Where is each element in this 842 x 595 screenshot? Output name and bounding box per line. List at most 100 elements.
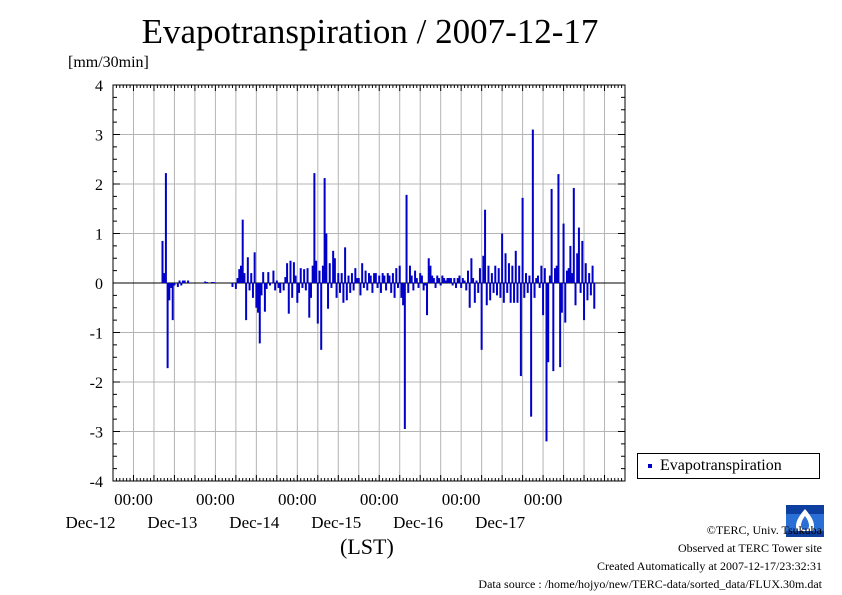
et-bar bbox=[251, 283, 254, 298]
et-bar bbox=[564, 283, 567, 323]
et-bar bbox=[482, 255, 485, 283]
et-bar bbox=[390, 283, 393, 293]
et-bar bbox=[581, 240, 584, 283]
et-bar bbox=[477, 283, 480, 293]
et-bar bbox=[410, 275, 413, 283]
et-bar bbox=[458, 275, 461, 283]
et-bar bbox=[357, 278, 360, 283]
et-bar bbox=[164, 173, 167, 283]
et-bar bbox=[275, 280, 278, 283]
x-date-label: Dec-17 bbox=[475, 513, 526, 532]
et-bar bbox=[402, 283, 405, 306]
y-axis-unit-label: [mm/30min] bbox=[68, 54, 149, 71]
et-bar bbox=[320, 283, 323, 350]
et-bar bbox=[344, 247, 347, 283]
et-bar bbox=[530, 283, 533, 417]
et-bar bbox=[591, 265, 594, 283]
et-bar bbox=[579, 283, 582, 293]
et-bar bbox=[361, 263, 364, 283]
et-bar bbox=[461, 278, 464, 283]
et-bar bbox=[362, 283, 365, 288]
et-bar bbox=[559, 283, 562, 368]
et-bar bbox=[364, 270, 367, 283]
et-bar bbox=[439, 283, 442, 286]
et-bar bbox=[243, 273, 246, 283]
et-bar bbox=[478, 268, 481, 283]
et-bar bbox=[420, 275, 423, 283]
et-bar bbox=[327, 283, 330, 309]
et-bar bbox=[497, 268, 500, 283]
et-bar bbox=[368, 273, 370, 283]
et-bar bbox=[470, 258, 473, 283]
et-bar bbox=[171, 283, 174, 321]
et-bar bbox=[386, 273, 389, 283]
et-bar bbox=[309, 283, 312, 298]
et-bar bbox=[397, 283, 400, 288]
et-bar bbox=[496, 283, 498, 296]
et-bar bbox=[323, 178, 326, 283]
et-bar bbox=[453, 278, 456, 283]
x-axis-label: (LST) bbox=[340, 534, 394, 559]
et-bar bbox=[545, 283, 548, 442]
et-bar bbox=[436, 275, 439, 283]
et-bar bbox=[400, 283, 403, 298]
et-bar bbox=[391, 273, 394, 283]
et-bar bbox=[374, 273, 377, 283]
et-bar bbox=[424, 283, 427, 286]
et-bar bbox=[584, 263, 587, 283]
et-bar bbox=[277, 283, 280, 288]
et-bar bbox=[337, 273, 340, 283]
et-bar bbox=[168, 283, 171, 301]
y-tick-label: 2 bbox=[95, 177, 103, 194]
et-bar bbox=[262, 272, 265, 283]
et-bar bbox=[487, 265, 490, 283]
et-bar bbox=[340, 273, 343, 283]
et-bar bbox=[258, 283, 261, 344]
et-bar bbox=[318, 270, 321, 283]
et-bar bbox=[414, 270, 417, 283]
et-bar bbox=[395, 268, 398, 283]
et-bar bbox=[210, 282, 213, 284]
et-bar bbox=[298, 283, 301, 293]
et-bar bbox=[571, 273, 574, 283]
x-time-label: 00:00 bbox=[278, 490, 317, 509]
et-bar bbox=[265, 283, 268, 289]
labels-layer: -4 -3 -2 -1 0 1 2 3 4 00:00 Dec-12 00:00 Dec-13 00:00… bbox=[65, 78, 562, 532]
et-bar bbox=[354, 268, 357, 283]
et-bar bbox=[178, 280, 181, 283]
grid-layer bbox=[113, 85, 625, 481]
et-bar bbox=[415, 278, 418, 283]
et-bar bbox=[373, 273, 376, 283]
et-bar bbox=[408, 265, 411, 283]
et-bar bbox=[212, 282, 215, 284]
et-bar bbox=[287, 283, 290, 314]
et-bar bbox=[446, 278, 449, 283]
y-tick-label: -4 bbox=[90, 474, 103, 491]
et-bar bbox=[576, 253, 579, 283]
ticks-layer bbox=[113, 84, 625, 482]
et-bar bbox=[308, 283, 311, 318]
et-bar bbox=[543, 268, 546, 283]
et-bar bbox=[533, 283, 536, 298]
et-bar bbox=[451, 283, 454, 286]
et-bar bbox=[504, 253, 507, 283]
x-date-label: Dec-12 bbox=[65, 513, 115, 532]
et-bar bbox=[282, 283, 285, 291]
observed-text: Observed at TERC Tower site bbox=[677, 541, 822, 555]
et-bar bbox=[526, 283, 529, 293]
et-bar bbox=[250, 273, 253, 283]
source-text: Data source : /home/hojyo/new/TERC-data/… bbox=[478, 577, 822, 591]
y-tick-label: 0 bbox=[95, 276, 103, 293]
et-bar bbox=[301, 283, 304, 288]
et-bar bbox=[381, 273, 384, 283]
et-bar bbox=[555, 265, 558, 283]
et-bar bbox=[463, 280, 466, 283]
et-bar bbox=[205, 282, 208, 284]
et-bar bbox=[332, 250, 335, 283]
et-bar bbox=[369, 275, 372, 283]
terc-logo-icon bbox=[784, 503, 826, 539]
et-bar bbox=[350, 273, 353, 283]
et-bar bbox=[166, 283, 169, 369]
et-bar bbox=[311, 265, 314, 283]
et-bar bbox=[347, 275, 350, 283]
